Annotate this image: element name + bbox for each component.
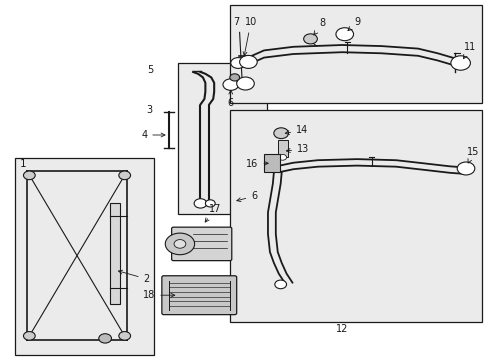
Text: 1: 1 (20, 159, 26, 169)
Text: 2: 2 (118, 270, 149, 284)
Circle shape (205, 200, 215, 207)
Text: 5: 5 (146, 65, 153, 75)
Text: 13: 13 (286, 144, 309, 154)
Bar (264, 154, 279, 172)
Text: 6: 6 (236, 191, 257, 202)
Text: 14: 14 (285, 125, 308, 135)
Bar (110, 203, 120, 304)
Circle shape (119, 171, 130, 180)
Text: 11: 11 (463, 42, 476, 59)
Bar (15, 158, 154, 355)
Circle shape (229, 74, 239, 81)
Text: 9: 9 (347, 17, 359, 31)
Circle shape (273, 128, 288, 139)
Bar (277, 140, 287, 157)
Text: 17: 17 (205, 204, 221, 222)
Bar (229, 5, 481, 103)
Circle shape (223, 79, 238, 90)
Circle shape (23, 171, 35, 180)
Circle shape (174, 240, 185, 248)
Circle shape (236, 77, 254, 90)
Circle shape (335, 28, 353, 41)
Circle shape (303, 34, 317, 44)
Circle shape (230, 58, 245, 68)
Text: 18: 18 (142, 290, 174, 300)
Bar (229, 110, 481, 322)
Text: 10: 10 (243, 17, 257, 56)
FancyBboxPatch shape (162, 276, 236, 315)
Text: 16: 16 (245, 159, 267, 169)
Text: 4: 4 (141, 130, 164, 140)
Circle shape (456, 162, 474, 175)
Text: 6: 6 (227, 90, 233, 108)
Circle shape (278, 154, 286, 160)
Circle shape (274, 280, 286, 289)
Circle shape (165, 233, 194, 255)
Circle shape (99, 334, 111, 343)
Text: 7: 7 (232, 17, 239, 27)
Text: 15: 15 (466, 147, 479, 163)
Circle shape (119, 332, 130, 340)
Bar (178, 63, 266, 214)
Circle shape (450, 56, 469, 70)
Circle shape (239, 55, 257, 68)
Circle shape (194, 199, 206, 208)
Circle shape (23, 332, 35, 340)
FancyBboxPatch shape (171, 227, 231, 261)
Text: 3: 3 (146, 105, 153, 115)
Text: 8: 8 (313, 18, 325, 35)
Text: 12: 12 (335, 324, 348, 334)
